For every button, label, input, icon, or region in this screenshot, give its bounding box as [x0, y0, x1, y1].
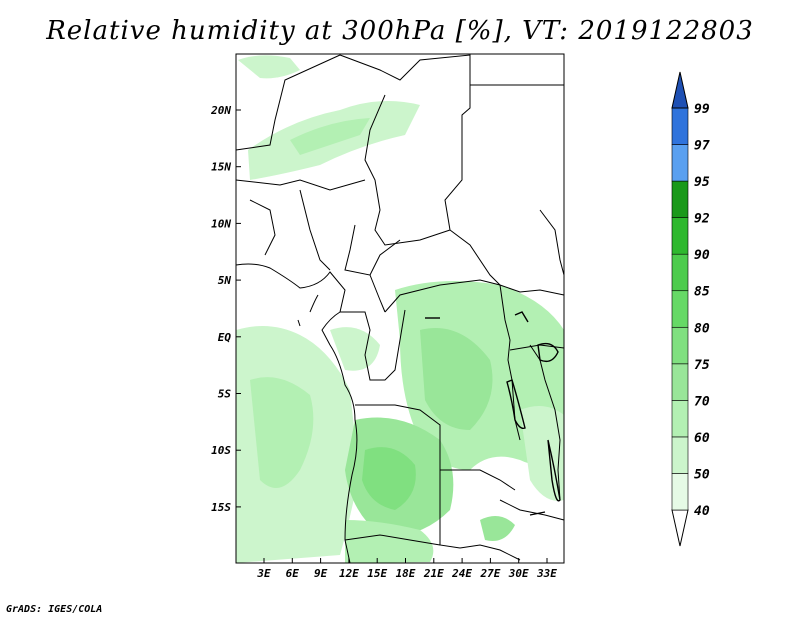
- colorbar-segment: [671, 326, 689, 365]
- colorbar-label: 75: [694, 358, 710, 373]
- lon-tick-label: 21E: [423, 567, 444, 580]
- lake-albert: [514, 311, 529, 323]
- border-line: [344, 534, 441, 546]
- border-line: [539, 209, 565, 276]
- chart-title: Relative humidity at 300hPa [%], VT: 201…: [46, 16, 754, 46]
- humidity-patch: [480, 516, 515, 541]
- lat-tick-label: 5S: [218, 388, 232, 401]
- humidity-patch: [330, 327, 380, 371]
- colorbar-label: 99: [694, 102, 710, 117]
- coastline: [235, 263, 358, 564]
- humidity-patch: [362, 447, 416, 510]
- grads-credit: GrADS: IGES/COLA: [6, 604, 103, 615]
- island: [297, 319, 301, 327]
- colorbar-segment: [671, 400, 689, 438]
- colorbar-segment: [671, 363, 689, 401]
- colorbar-label: 85: [694, 285, 710, 300]
- colorbar-label: 70: [694, 394, 710, 409]
- colorbar-segment: [671, 253, 689, 292]
- colorbar-label: 90: [694, 248, 710, 263]
- border-line: [299, 189, 331, 271]
- border-line: [364, 94, 451, 246]
- colorbar-label: 95: [694, 175, 710, 190]
- colorbar-label: 97: [694, 139, 710, 154]
- colorbar-segment: [671, 436, 689, 474]
- humidity-patch: [345, 520, 434, 563]
- lon-tick-label: 18E: [396, 567, 416, 580]
- border-line: [340, 309, 406, 381]
- lon-tick-label: 3E: [256, 567, 271, 580]
- lon-tick-label: 9E: [314, 567, 328, 580]
- colorbar-segment: [671, 180, 689, 218]
- lake-victoria: [537, 342, 559, 363]
- colorbar-label: 80: [694, 321, 710, 336]
- humidity-patch: [250, 377, 314, 488]
- colorbar-segment: [671, 509, 689, 547]
- border-line: [369, 239, 401, 276]
- humidity-patch: [520, 406, 564, 501]
- latitude-axis: 20N 15N 10N 5N EQ 5S 10S 15S: [210, 104, 241, 514]
- lat-tick-label: 10N: [211, 217, 231, 230]
- border-line: [235, 179, 366, 191]
- lakes: [425, 311, 561, 516]
- border-line: [384, 279, 565, 313]
- lat-tick-label: 10S: [211, 444, 231, 457]
- political-borders: [235, 54, 565, 564]
- colorbar-segment: [671, 107, 689, 145]
- lon-tick-label: 24E: [451, 567, 472, 580]
- border-line: [249, 199, 276, 256]
- humidity-patch: [420, 328, 493, 430]
- lon-tick-label: 27E: [479, 567, 500, 580]
- colorbar-segment: [671, 290, 689, 328]
- colorbar-segment: [671, 144, 689, 182]
- humidity-shading: [236, 55, 564, 563]
- border-line: [499, 499, 565, 521]
- border-line: [355, 404, 516, 491]
- colorbar-label: 50: [694, 467, 710, 482]
- colorbar-segment: [671, 71, 689, 109]
- map-frame: [235, 53, 565, 564]
- island: [309, 294, 319, 313]
- lake-malawi: [547, 439, 561, 502]
- border-line: [459, 544, 521, 561]
- lat-tick-label: 15N: [211, 161, 231, 174]
- lon-tick-label: 6E: [286, 567, 300, 580]
- border-line: [339, 54, 501, 286]
- lat-tick-label: 5N: [218, 274, 232, 287]
- lon-tick-label: 30E: [508, 567, 529, 580]
- humidity-patch: [238, 55, 300, 79]
- colorbar-label: 40: [694, 504, 710, 519]
- longitude-axis: 3E 6E 9E 12E 15E 18E 21E 24E 27E 30E 33E: [256, 558, 557, 580]
- colorbar-label: 60: [694, 431, 710, 446]
- colorbar: 40 50 60 70 75 80 85 90 92 95 97 99: [671, 71, 710, 547]
- border-line: [235, 54, 341, 151]
- lake-tanganyika: [506, 379, 526, 430]
- lon-tick-label: 12E: [339, 567, 359, 580]
- lon-tick-label: 15E: [367, 567, 387, 580]
- lon-tick-label: 33E: [536, 567, 557, 580]
- lake-kariba: [529, 511, 546, 516]
- colorbar-label: 92: [694, 212, 710, 227]
- colorbar-segment: [671, 473, 689, 511]
- lat-tick-label: 15S: [211, 501, 231, 514]
- colorbar-segment: [671, 217, 689, 255]
- lat-tick-label: EQ: [218, 331, 232, 344]
- border-line: [344, 224, 386, 313]
- lat-tick-label: 20N: [210, 104, 231, 117]
- humidity-patch: [290, 118, 370, 155]
